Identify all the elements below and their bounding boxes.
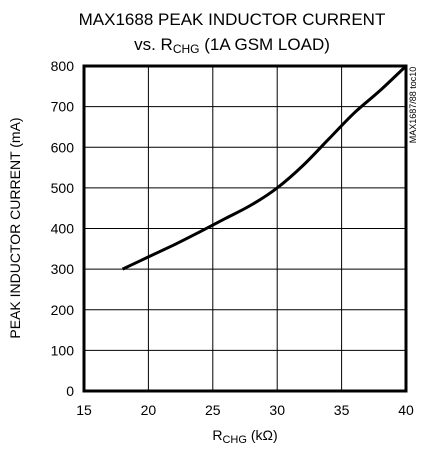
y-axis-label: PEAK INDUCTOR CURRENT (mA) [7, 117, 23, 338]
y-tick-labels: 0 100 200 300 400 500 600 700 800 [51, 58, 75, 399]
x-tick-label-4: 35 [334, 402, 350, 418]
x-axis-label: RCHG (kΩ) [212, 427, 277, 446]
grid [83, 65, 407, 392]
figure-code-note: MAX1687/88 toc10 [408, 67, 418, 144]
y-tick-label-1: 100 [51, 342, 75, 358]
x-tick-label-3: 30 [269, 402, 285, 418]
x-tick-label-5: 40 [398, 402, 414, 418]
y-tick-label-6: 600 [51, 139, 75, 155]
y-tick-label-2: 200 [51, 302, 75, 318]
series-line [121, 64, 408, 271]
y-tick-label-4: 400 [51, 221, 75, 237]
y-tick-label-0: 0 [66, 383, 74, 399]
y-tick-label-7: 700 [51, 99, 75, 115]
x-tick-labels: 15 20 25 30 35 40 [76, 402, 414, 418]
y-tick-label-8: 800 [51, 58, 75, 74]
y-tick-label-3: 300 [51, 261, 75, 277]
chart-title-line2: vs. RCHG (1A GSM LOAD) [134, 35, 330, 56]
chart-title-line1: MAX1688 PEAK INDUCTOR CURRENT [79, 10, 386, 29]
plot-frame [82, 64, 408, 393]
x-tick-label-0: 15 [76, 402, 92, 418]
y-tick-label-5: 500 [51, 180, 75, 196]
x-tick-label-1: 20 [141, 402, 157, 418]
x-tick-label-2: 25 [205, 402, 221, 418]
